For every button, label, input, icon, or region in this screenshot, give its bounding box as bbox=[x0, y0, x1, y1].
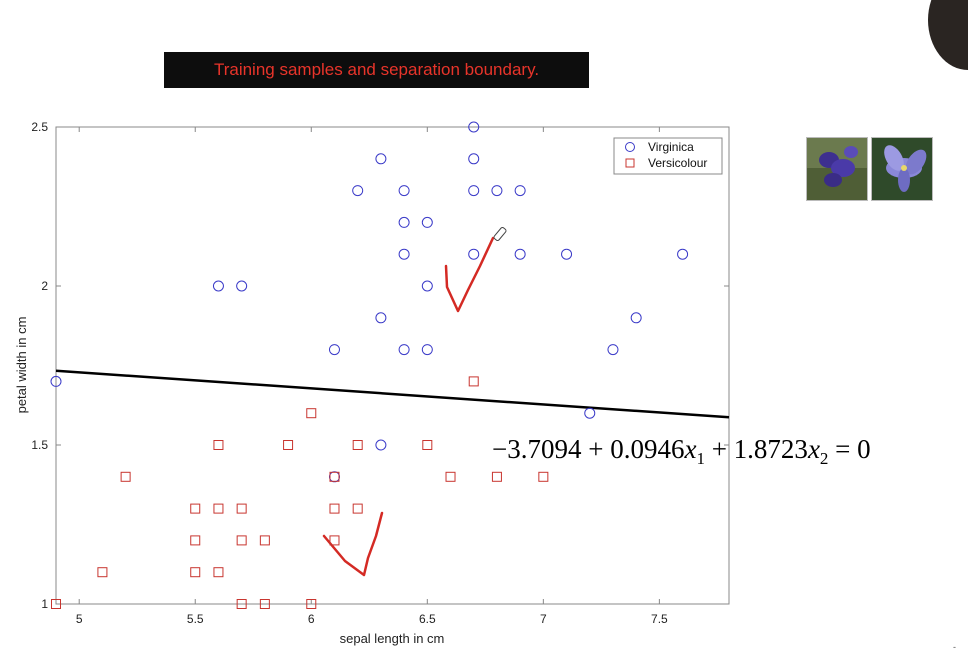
point-virginica bbox=[677, 248, 689, 260]
point-virginica bbox=[398, 185, 410, 197]
point-versicolour bbox=[283, 440, 294, 450]
separation-boundary-line bbox=[55, 369, 730, 419]
slide-corner-mark: - bbox=[953, 642, 956, 652]
x-tick-label: 7 bbox=[540, 612, 547, 626]
point-versicolour bbox=[120, 471, 131, 482]
point-virginica bbox=[421, 280, 433, 292]
point-versicolour bbox=[236, 503, 247, 514]
point-virginica bbox=[468, 121, 480, 133]
point-virginica bbox=[630, 312, 642, 324]
point-virginica bbox=[375, 312, 387, 324]
y-axis-label: petal width in cm bbox=[14, 317, 29, 414]
y-tick-label: 1.5 bbox=[31, 438, 48, 452]
point-virginica bbox=[212, 280, 224, 292]
point-versicolour bbox=[213, 567, 224, 578]
point-versicolour bbox=[236, 535, 247, 546]
x-tick-label: 5 bbox=[76, 612, 83, 626]
point-virginica bbox=[514, 248, 526, 260]
y-tick-label: 2 bbox=[41, 279, 48, 293]
point-virginica bbox=[468, 248, 480, 260]
point-virginica bbox=[584, 407, 596, 419]
point-versicolour bbox=[97, 567, 108, 578]
point-versicolour bbox=[468, 376, 479, 387]
point-virginica bbox=[468, 185, 480, 197]
x-axis-label: sepal length in cm bbox=[340, 631, 445, 646]
point-versicolour bbox=[329, 503, 340, 514]
point-virginica bbox=[375, 439, 387, 451]
point-virginica bbox=[236, 280, 248, 292]
point-versicolour bbox=[306, 408, 317, 419]
point-versicolour bbox=[422, 440, 433, 450]
point-versicolour bbox=[306, 599, 317, 609]
point-virginica bbox=[352, 185, 364, 197]
point-versicolour bbox=[352, 503, 363, 514]
slide-title-banner: Training samples and separation boundary… bbox=[164, 52, 589, 88]
point-virginica bbox=[491, 185, 503, 197]
point-versicolour bbox=[51, 599, 61, 609]
x-tick-label: 7.5 bbox=[651, 612, 668, 626]
point-versicolour bbox=[259, 535, 270, 546]
point-virginica bbox=[398, 216, 410, 228]
pen-cursor-icon bbox=[493, 227, 507, 241]
y-tick-label: 1 bbox=[41, 597, 48, 611]
legend-marker-virginica bbox=[625, 142, 635, 152]
point-versicolour bbox=[329, 471, 340, 482]
x-tick-label: 5.5 bbox=[187, 612, 204, 626]
point-virginica bbox=[50, 375, 62, 387]
point-virginica bbox=[328, 344, 340, 356]
point-versicolour bbox=[491, 471, 502, 482]
point-virginica bbox=[328, 471, 340, 483]
point-virginica bbox=[421, 344, 433, 356]
legend-marker-versicolour bbox=[625, 158, 635, 168]
point-versicolour bbox=[259, 599, 270, 609]
point-versicolour bbox=[213, 503, 224, 514]
point-virginica bbox=[468, 153, 480, 165]
point-virginica bbox=[398, 248, 410, 260]
point-virginica bbox=[398, 344, 410, 356]
plot-area bbox=[55, 126, 730, 605]
handwritten-checkmark-lower bbox=[322, 511, 384, 577]
point-versicolour bbox=[538, 471, 549, 482]
y-tick-label: 2.5 bbox=[31, 120, 48, 134]
point-versicolour bbox=[190, 503, 201, 514]
x-tick-label: 6.5 bbox=[419, 612, 436, 626]
point-versicolour bbox=[445, 471, 456, 482]
point-versicolour bbox=[213, 440, 224, 450]
handwritten-checkmark-upper bbox=[444, 236, 495, 313]
point-versicolour bbox=[190, 567, 201, 578]
point-versicolour bbox=[236, 599, 247, 609]
point-virginica bbox=[561, 248, 573, 260]
legend-label-virginica: Virginica bbox=[648, 140, 694, 154]
point-virginica bbox=[607, 344, 619, 356]
point-versicolour bbox=[190, 535, 201, 546]
point-virginica bbox=[421, 216, 433, 228]
virginica-flower-photo bbox=[806, 137, 868, 201]
legend-label-versicolour: Versicolour bbox=[648, 156, 707, 170]
boundary-equation: −3.7094 + 0.0946x1 + 1.8723x2 = 0 bbox=[492, 434, 871, 468]
versicolour-flower-photo bbox=[871, 137, 933, 201]
point-virginica bbox=[514, 185, 526, 197]
x-tick-label: 6 bbox=[308, 612, 315, 626]
legend: Virginica Versicolour bbox=[613, 137, 723, 175]
point-virginica bbox=[375, 153, 387, 165]
legend-box bbox=[613, 137, 723, 175]
point-versicolour bbox=[352, 440, 363, 450]
point-versicolour bbox=[329, 535, 340, 546]
